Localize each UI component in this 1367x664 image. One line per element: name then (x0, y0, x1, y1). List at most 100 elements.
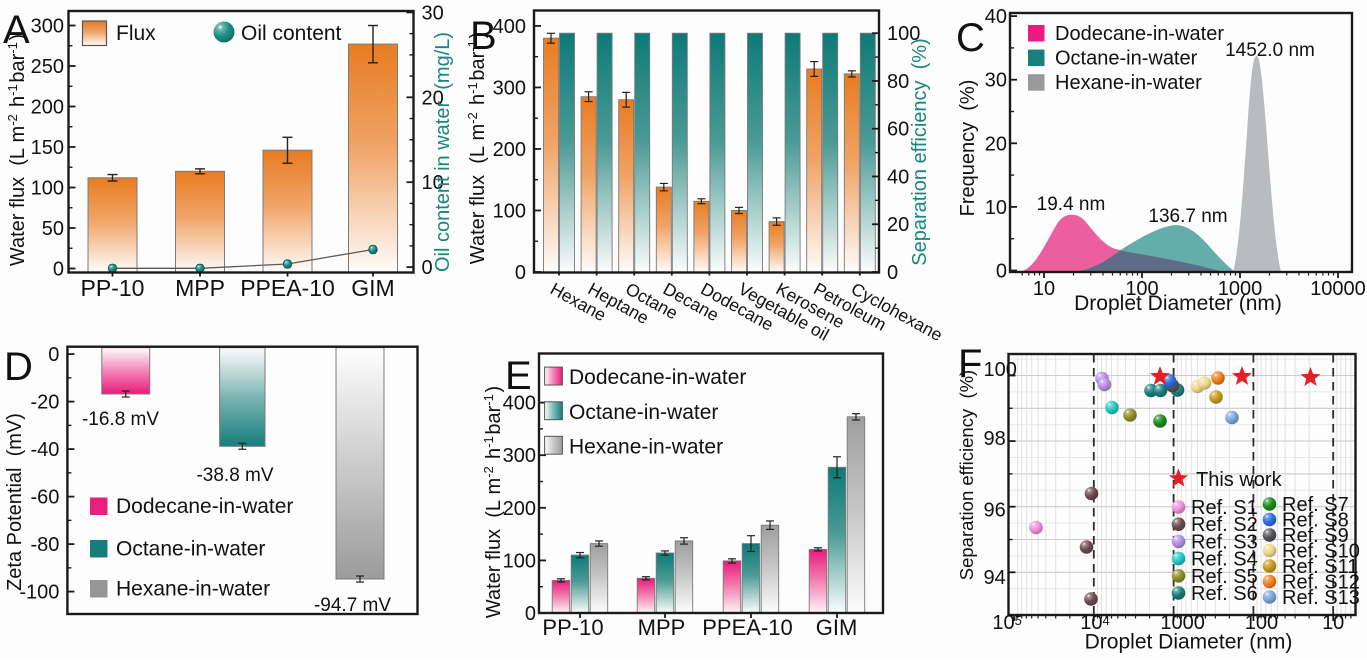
svg-text:Ref. S1: Ref. S1 (1191, 497, 1258, 519)
svg-text:80: 80 (887, 71, 909, 93)
svg-text:Ref. S13: Ref. S13 (1282, 587, 1360, 609)
svg-text:Ref. S11: Ref. S11 (1282, 556, 1358, 578)
svg-text:PPEA-10: PPEA-10 (702, 615, 793, 640)
svg-text:94: 94 (984, 567, 1006, 589)
svg-text:Oil content: Oil content (241, 22, 342, 45)
svg-text:0: 0 (48, 344, 59, 366)
svg-text:100: 100 (1245, 612, 1278, 634)
svg-text:30: 30 (985, 70, 1007, 92)
svg-text:0: 0 (996, 261, 1007, 283)
svg-text:40: 40 (887, 166, 909, 188)
svg-text:F: F (958, 342, 982, 386)
svg-text:Octane-in-water: Octane-in-water (116, 538, 265, 561)
svg-text:Dodecane-in-water: Dodecane-in-water (569, 366, 746, 389)
svg-text:10000: 10000 (1310, 278, 1366, 300)
svg-text:1000: 1000 (1160, 612, 1205, 634)
svg-text:Octane-in-water: Octane-in-water (1055, 48, 1198, 70)
svg-text:Zeta Potential (mV): Zeta Potential (mV) (4, 413, 26, 591)
svg-text:Hexane-in-water: Hexane-in-water (569, 435, 723, 458)
svg-text:0: 0 (525, 603, 536, 625)
svg-text:Ref. S12: Ref. S12 (1282, 572, 1360, 594)
svg-text:100: 100 (31, 178, 64, 200)
svg-text:400: 400 (503, 393, 536, 415)
svg-text:100: 100 (503, 550, 536, 572)
svg-text:PP-10: PP-10 (81, 275, 145, 301)
svg-text:B: B (470, 14, 497, 58)
svg-text:Water flux (L m-2 h-1 bar-1: Water flux (L m-2 h-1 bar-1 ) (465, 32, 489, 264)
svg-text:100: 100 (1125, 278, 1158, 300)
svg-text:This work: This work (1196, 469, 1283, 491)
svg-text:250: 250 (31, 56, 64, 78)
svg-text:D: D (4, 345, 33, 389)
svg-text:C: C (956, 16, 985, 60)
svg-text:Ref. S8: Ref. S8 (1282, 510, 1349, 532)
svg-text:Hexane-in-water: Hexane-in-water (116, 578, 270, 601)
svg-text:50: 50 (42, 218, 64, 240)
svg-text:-100: -100 (19, 582, 59, 604)
svg-text:105: 105 (992, 612, 1023, 634)
svg-text:100: 100 (984, 359, 1017, 381)
svg-text:136.7 nm: 136.7 nm (1148, 206, 1227, 227)
svg-text:Flux: Flux (116, 22, 156, 45)
svg-text:Ref. S3: Ref. S3 (1191, 531, 1258, 553)
svg-text:MPP: MPP (638, 615, 686, 640)
svg-text:0: 0 (53, 259, 64, 281)
svg-text:Octane-in-water: Octane-in-water (569, 401, 718, 424)
svg-text:-16.8 mV: -16.8 mV (82, 409, 159, 430)
svg-text:-60: -60 (30, 487, 59, 509)
svg-text:Ref. S9: Ref. S9 (1282, 525, 1349, 547)
svg-text:19.4 nm: 19.4 nm (1037, 194, 1106, 215)
svg-text:60: 60 (887, 119, 909, 141)
svg-text:Ref. S5: Ref. S5 (1191, 566, 1258, 588)
svg-text:Droplet Diameter (nm): Droplet Diameter (nm) (1074, 292, 1282, 315)
svg-text:Droplet Diameter (nm): Droplet Diameter (nm) (1085, 631, 1293, 654)
svg-text:Dodecane-in-water: Dodecane-in-water (116, 495, 293, 518)
svg-text:Water flux (L m-2 h-1 bar-1: Water flux (L m-2 h-1 bar-1 ) (5, 34, 29, 266)
svg-text:Separation efficiency (%): Separation efficiency (%) (956, 370, 977, 580)
svg-text:E: E (505, 354, 532, 398)
svg-text:Ref. S2: Ref. S2 (1191, 514, 1258, 536)
svg-text:20: 20 (887, 214, 909, 236)
svg-text:Ref. S4: Ref. S4 (1191, 549, 1258, 571)
svg-text:300: 300 (503, 445, 536, 467)
svg-text:10: 10 (1322, 612, 1344, 634)
svg-text:Ref. S10: Ref. S10 (1282, 541, 1360, 563)
svg-text:98: 98 (984, 428, 1006, 450)
svg-text:150: 150 (31, 137, 64, 159)
svg-text:200: 200 (493, 139, 526, 161)
svg-text:400: 400 (493, 16, 526, 38)
svg-text:96: 96 (984, 500, 1006, 522)
svg-text:300: 300 (493, 77, 526, 99)
svg-text:Ref. S7: Ref. S7 (1282, 494, 1349, 516)
svg-text:10: 10 (985, 197, 1007, 219)
svg-text:100: 100 (493, 200, 526, 222)
svg-text:MPP: MPP (175, 275, 225, 301)
svg-text:40: 40 (985, 6, 1007, 28)
svg-text:200: 200 (31, 97, 64, 119)
svg-text:-20: -20 (30, 392, 59, 414)
svg-text:PP-10: PP-10 (542, 615, 603, 640)
svg-text:Ref. S6: Ref. S6 (1191, 583, 1258, 605)
svg-text:20: 20 (985, 133, 1007, 155)
svg-text:0: 0 (422, 257, 433, 279)
svg-text:GIM: GIM (351, 275, 394, 301)
svg-text:10: 10 (1033, 278, 1055, 300)
svg-text:20: 20 (422, 87, 444, 109)
svg-text:Dodecane-in-water: Dodecane-in-water (1055, 23, 1224, 45)
svg-text:100: 100 (887, 23, 920, 45)
svg-text:1000: 1000 (1218, 278, 1263, 300)
svg-text:0: 0 (515, 262, 526, 284)
svg-text:0: 0 (887, 262, 898, 284)
svg-text:Oil content in water (mg/L): Oil content in water (mg/L) (432, 32, 454, 272)
svg-text:PPEA-10: PPEA-10 (240, 275, 335, 301)
svg-text:30: 30 (422, 2, 444, 24)
svg-text:-40: -40 (30, 439, 59, 461)
svg-text:104: 104 (1080, 612, 1111, 634)
svg-text:-80: -80 (30, 534, 59, 556)
svg-text:200: 200 (503, 498, 536, 520)
svg-text:Hexane-in-water: Hexane-in-water (1055, 72, 1202, 94)
svg-text:-94.7 mV: -94.7 mV (314, 595, 391, 616)
svg-text:Separation efficiency (%): Separation efficiency (%) (909, 38, 931, 266)
svg-text:1452.0 nm: 1452.0 nm (1225, 40, 1315, 61)
svg-text:GIM: GIM (816, 615, 858, 640)
